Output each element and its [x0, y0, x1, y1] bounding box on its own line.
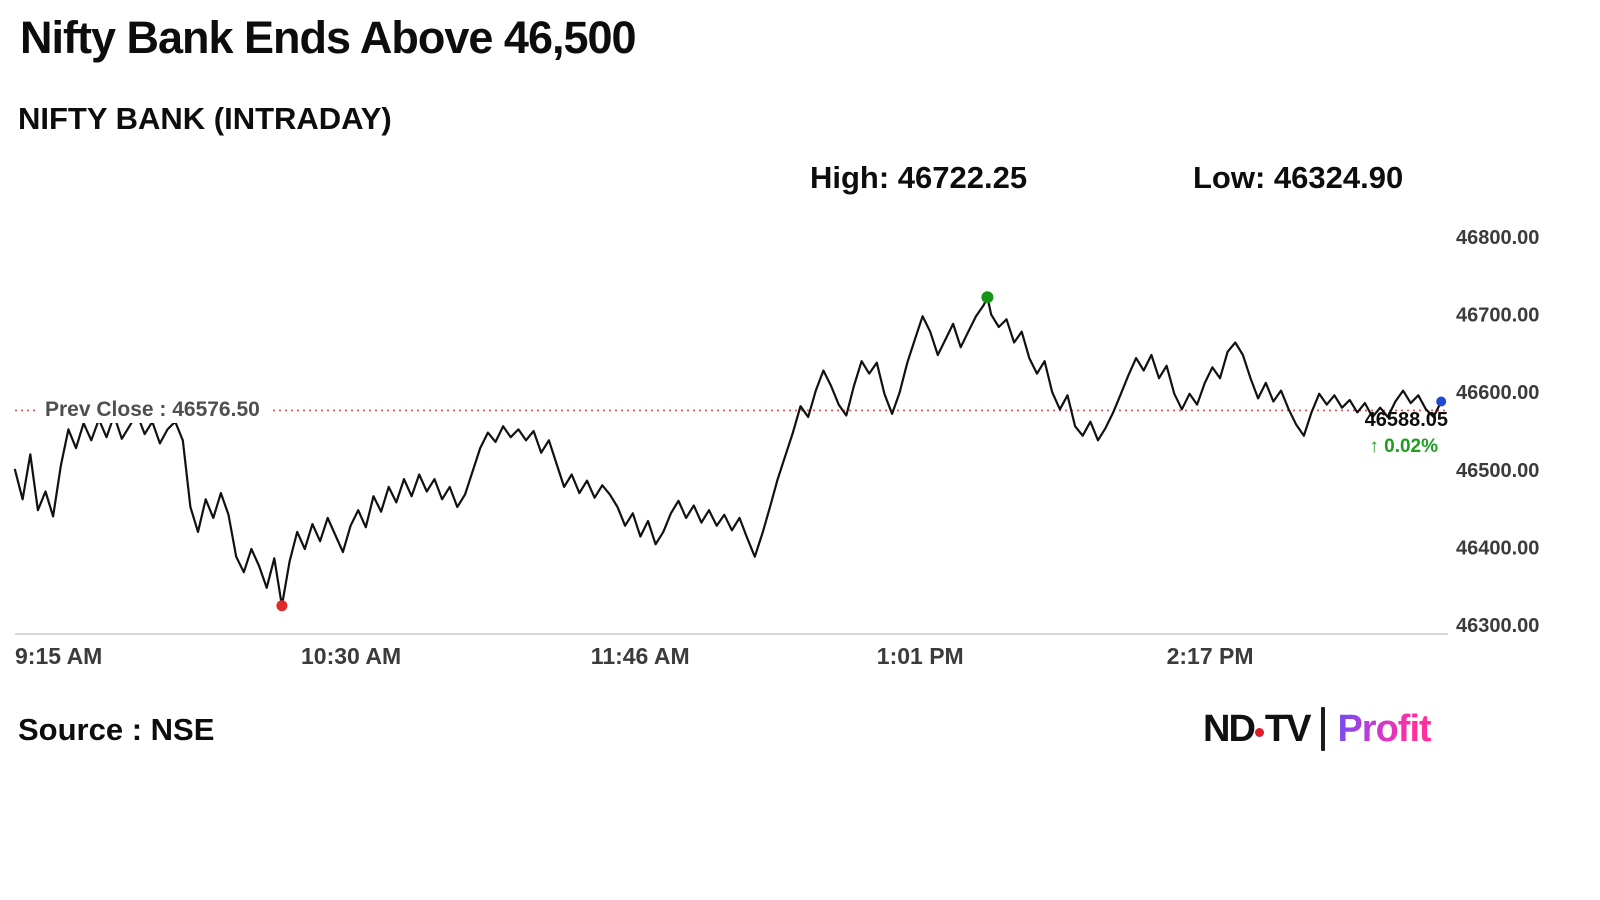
y-tick-label: 46300.00 — [1456, 615, 1539, 637]
x-tick-label: 1:01 PM — [877, 643, 964, 669]
ndtv-logo: ND TV — [1203, 707, 1312, 751]
y-tick-label: 46600.00 — [1456, 382, 1539, 404]
y-tick-label: 46700.00 — [1456, 305, 1539, 327]
prev-close-label: Prev Close : 46576.50 — [36, 397, 269, 424]
ndtv-logo-red-dot-icon — [1254, 727, 1264, 737]
price-line — [13, 296, 1443, 607]
high-marker — [981, 291, 994, 304]
low-marker — [276, 600, 288, 612]
logo-separator — [1321, 707, 1326, 751]
y-tick-label: 46400.00 — [1456, 537, 1539, 559]
x-tick-label: 10:30 AM — [301, 643, 401, 669]
last-price-label: 46588.05 — [1364, 409, 1448, 431]
ndtv-logo-right-text: TV — [1264, 707, 1312, 750]
y-tick-label: 46500.00 — [1456, 460, 1539, 482]
profit-logo-text: Profit — [1337, 707, 1431, 750]
x-tick-label: 9:15 AM — [15, 643, 102, 669]
chart-subtitle: NIFTY BANK (INTRADAY) — [18, 101, 392, 136]
last-change-label: ↑ 0.02% — [1369, 436, 1438, 457]
ndtv-logo-left-text: ND — [1203, 707, 1256, 750]
x-tick-label: 11:46 AM — [591, 643, 690, 669]
page-title: Nifty Bank Ends Above 46,500 — [20, 12, 637, 63]
source-label: Source : NSE — [18, 712, 215, 747]
x-tick-label: 2:17 PM — [1167, 643, 1254, 669]
y-tick-label: 46800.00 — [1456, 227, 1539, 249]
last-price-marker — [1436, 396, 1447, 407]
high-value-label: High: 46722.25 — [810, 160, 1028, 195]
ndtv-profit-logo: ND TV Profit — [1203, 702, 1432, 756]
low-value-label: Low: 46324.90 — [1193, 160, 1404, 195]
